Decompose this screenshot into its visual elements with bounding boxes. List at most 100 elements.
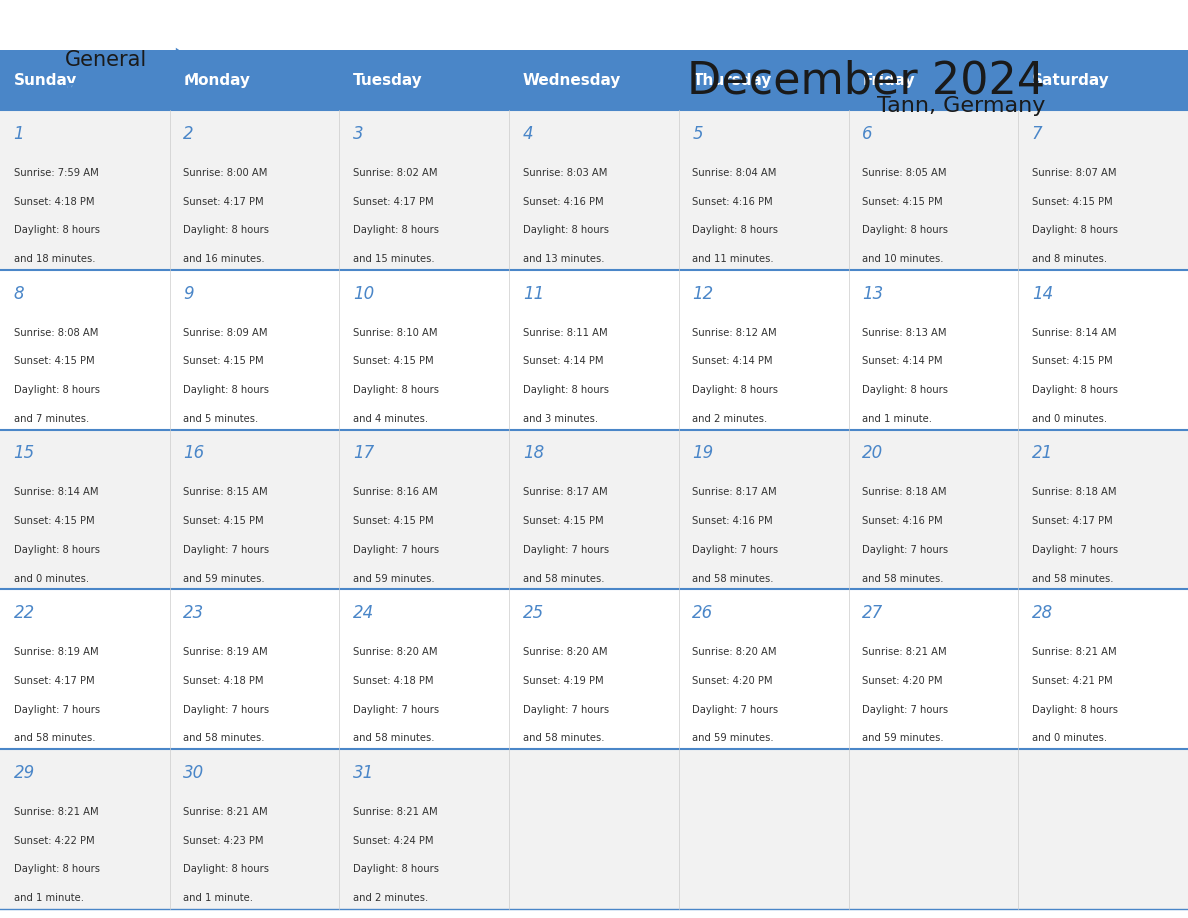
Text: and 58 minutes.: and 58 minutes. <box>353 733 435 744</box>
Text: Daylight: 7 hours: Daylight: 7 hours <box>862 705 948 715</box>
Text: Sunrise: 8:21 AM: Sunrise: 8:21 AM <box>1032 647 1117 657</box>
Text: Daylight: 8 hours: Daylight: 8 hours <box>1032 226 1118 236</box>
Text: 15: 15 <box>13 444 34 463</box>
Text: 26: 26 <box>693 604 714 622</box>
Text: and 15 minutes.: and 15 minutes. <box>353 254 435 264</box>
Text: and 59 minutes.: and 59 minutes. <box>693 733 775 744</box>
Text: Sunset: 4:19 PM: Sunset: 4:19 PM <box>523 676 604 686</box>
Text: Sunset: 4:15 PM: Sunset: 4:15 PM <box>183 516 264 526</box>
Text: Daylight: 8 hours: Daylight: 8 hours <box>1032 705 1118 715</box>
Text: and 58 minutes.: and 58 minutes. <box>1032 574 1113 584</box>
Text: Daylight: 8 hours: Daylight: 8 hours <box>862 386 948 396</box>
Text: Sunset: 4:16 PM: Sunset: 4:16 PM <box>693 196 773 207</box>
Text: 3: 3 <box>353 125 364 143</box>
Text: Sunset: 4:15 PM: Sunset: 4:15 PM <box>523 516 604 526</box>
Text: 17: 17 <box>353 444 374 463</box>
Text: Sunrise: 8:21 AM: Sunrise: 8:21 AM <box>183 807 268 817</box>
Text: 31: 31 <box>353 764 374 782</box>
Text: Daylight: 7 hours: Daylight: 7 hours <box>353 705 440 715</box>
Text: Sunrise: 7:59 AM: Sunrise: 7:59 AM <box>13 168 99 178</box>
Text: Sunset: 4:21 PM: Sunset: 4:21 PM <box>1032 676 1112 686</box>
Text: Sunrise: 8:00 AM: Sunrise: 8:00 AM <box>183 168 267 178</box>
Text: Sunrise: 8:05 AM: Sunrise: 8:05 AM <box>862 168 947 178</box>
Text: Sunrise: 8:10 AM: Sunrise: 8:10 AM <box>353 328 437 338</box>
Text: Daylight: 8 hours: Daylight: 8 hours <box>183 226 270 236</box>
Text: 6: 6 <box>862 125 873 143</box>
Text: and 1 minute.: and 1 minute. <box>13 893 83 903</box>
Text: Sunset: 4:15 PM: Sunset: 4:15 PM <box>13 356 94 366</box>
Text: Sunset: 4:20 PM: Sunset: 4:20 PM <box>693 676 773 686</box>
Text: 30: 30 <box>183 764 204 782</box>
Text: and 1 minute.: and 1 minute. <box>183 893 253 903</box>
Text: Sunrise: 8:21 AM: Sunrise: 8:21 AM <box>13 807 99 817</box>
Text: Friday: Friday <box>862 73 915 88</box>
Text: Daylight: 8 hours: Daylight: 8 hours <box>693 226 778 236</box>
Text: 16: 16 <box>183 444 204 463</box>
Text: Daylight: 7 hours: Daylight: 7 hours <box>1032 545 1118 555</box>
Text: 1: 1 <box>13 125 24 143</box>
Text: 8: 8 <box>13 285 24 303</box>
Text: and 0 minutes.: and 0 minutes. <box>1032 414 1107 424</box>
Text: Sunrise: 8:04 AM: Sunrise: 8:04 AM <box>693 168 777 178</box>
Bar <box>0 50 1188 110</box>
Text: and 58 minutes.: and 58 minutes. <box>862 574 943 584</box>
Text: and 4 minutes.: and 4 minutes. <box>353 414 428 424</box>
Text: Daylight: 8 hours: Daylight: 8 hours <box>1032 386 1118 396</box>
Text: Sunrise: 8:09 AM: Sunrise: 8:09 AM <box>183 328 267 338</box>
Text: Sunset: 4:15 PM: Sunset: 4:15 PM <box>353 356 434 366</box>
Text: Sunrise: 8:03 AM: Sunrise: 8:03 AM <box>523 168 607 178</box>
Text: Sunrise: 8:20 AM: Sunrise: 8:20 AM <box>693 647 777 657</box>
Text: Daylight: 8 hours: Daylight: 8 hours <box>523 226 608 236</box>
Bar <box>0 110 1188 270</box>
Text: 4: 4 <box>523 125 533 143</box>
Text: and 7 minutes.: and 7 minutes. <box>13 414 89 424</box>
Text: Sunrise: 8:17 AM: Sunrise: 8:17 AM <box>693 487 777 498</box>
Text: and 0 minutes.: and 0 minutes. <box>13 574 89 584</box>
Text: Sunset: 4:17 PM: Sunset: 4:17 PM <box>13 676 94 686</box>
Text: Sunset: 4:15 PM: Sunset: 4:15 PM <box>183 356 264 366</box>
Text: Sunrise: 8:11 AM: Sunrise: 8:11 AM <box>523 328 607 338</box>
Text: Sunset: 4:16 PM: Sunset: 4:16 PM <box>693 516 773 526</box>
Text: Sunrise: 8:18 AM: Sunrise: 8:18 AM <box>1032 487 1117 498</box>
Text: Sunset: 4:16 PM: Sunset: 4:16 PM <box>862 516 943 526</box>
Text: 28: 28 <box>1032 604 1053 622</box>
Text: Sunrise: 8:02 AM: Sunrise: 8:02 AM <box>353 168 437 178</box>
Text: Sunset: 4:18 PM: Sunset: 4:18 PM <box>13 196 94 207</box>
Text: Monday: Monday <box>183 73 251 88</box>
Text: Sunset: 4:15 PM: Sunset: 4:15 PM <box>1032 356 1112 366</box>
Text: Tuesday: Tuesday <box>353 73 423 88</box>
Text: and 10 minutes.: and 10 minutes. <box>862 254 943 264</box>
Text: 27: 27 <box>862 604 884 622</box>
Text: Sunset: 4:17 PM: Sunset: 4:17 PM <box>353 196 434 207</box>
Text: Daylight: 8 hours: Daylight: 8 hours <box>183 386 270 396</box>
Bar <box>0 589 1188 749</box>
Text: Thursday: Thursday <box>693 73 772 88</box>
Text: 29: 29 <box>13 764 34 782</box>
Bar <box>0 270 1188 430</box>
Text: Sunrise: 8:14 AM: Sunrise: 8:14 AM <box>1032 328 1117 338</box>
Text: 21: 21 <box>1032 444 1053 463</box>
Text: Sunset: 4:14 PM: Sunset: 4:14 PM <box>523 356 604 366</box>
Text: Sunday: Sunday <box>13 73 77 88</box>
Text: Sunrise: 8:17 AM: Sunrise: 8:17 AM <box>523 487 607 498</box>
Text: Daylight: 7 hours: Daylight: 7 hours <box>183 545 270 555</box>
Text: Sunset: 4:24 PM: Sunset: 4:24 PM <box>353 835 434 845</box>
Text: Wednesday: Wednesday <box>523 73 621 88</box>
Text: Daylight: 8 hours: Daylight: 8 hours <box>353 865 440 875</box>
Text: and 16 minutes.: and 16 minutes. <box>183 254 265 264</box>
Text: and 0 minutes.: and 0 minutes. <box>1032 733 1107 744</box>
Text: Sunrise: 8:21 AM: Sunrise: 8:21 AM <box>862 647 947 657</box>
Text: Sunset: 4:16 PM: Sunset: 4:16 PM <box>523 196 604 207</box>
Text: Daylight: 8 hours: Daylight: 8 hours <box>353 226 440 236</box>
Text: Sunrise: 8:07 AM: Sunrise: 8:07 AM <box>1032 168 1117 178</box>
Text: Sunrise: 8:18 AM: Sunrise: 8:18 AM <box>862 487 947 498</box>
Text: and 58 minutes.: and 58 minutes. <box>523 733 605 744</box>
Text: Daylight: 8 hours: Daylight: 8 hours <box>693 386 778 396</box>
Text: and 18 minutes.: and 18 minutes. <box>13 254 95 264</box>
Text: Sunset: 4:18 PM: Sunset: 4:18 PM <box>183 676 264 686</box>
Text: Sunset: 4:15 PM: Sunset: 4:15 PM <box>862 196 943 207</box>
Text: Daylight: 7 hours: Daylight: 7 hours <box>183 705 270 715</box>
Text: Daylight: 8 hours: Daylight: 8 hours <box>862 226 948 236</box>
Text: Tann, Germany: Tann, Germany <box>877 96 1045 117</box>
Text: and 59 minutes.: and 59 minutes. <box>183 574 265 584</box>
